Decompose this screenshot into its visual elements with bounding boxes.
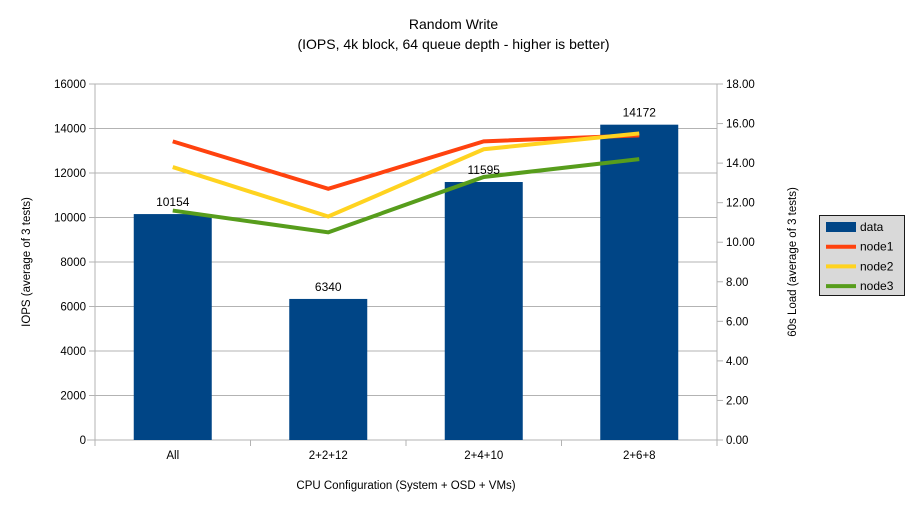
right-axis-title: 60s Load (average of 3 tests): [787, 187, 799, 337]
right-tick-label: 16.00: [726, 119, 755, 131]
chart-title: Random Write: [408, 16, 499, 32]
legend-label-node1: node1: [860, 240, 894, 254]
bar-value-label: 14172: [623, 106, 657, 120]
legend-label-data: data: [860, 220, 884, 234]
bar-data-2+4+10: [444, 182, 523, 441]
right-tick-label: 4.00: [726, 356, 748, 368]
legend-swatch-data: [826, 222, 856, 232]
left-tick-label: 16000: [54, 79, 86, 91]
legend-label-node3: node3: [860, 279, 894, 293]
left-tick-label: 8000: [60, 257, 86, 269]
line-node1: [172, 133, 640, 191]
bar-value-label: 6340: [315, 280, 342, 294]
bar-data-All: [133, 214, 212, 440]
left-tick-label: 2000: [60, 391, 86, 403]
category-label: 2+6+8: [623, 450, 656, 462]
legend-box: [819, 215, 905, 296]
left-tick-label: 6000: [60, 302, 86, 314]
left-axis-title: IOPS (average of 3 tests): [21, 197, 33, 327]
x-axis-ticks: All 2+2+12 2+4+10 2+6+8: [94, 440, 718, 462]
legend: data node1 node2 node3: [819, 215, 905, 296]
chart-subtitle: (IOPS, 4k block, 64 queue depth - higher…: [297, 36, 610, 52]
bar-value-label: 11595: [468, 163, 501, 177]
left-tick-label: 4000: [60, 346, 86, 358]
bar-value-label: 10154: [156, 195, 190, 209]
x-axis-title: CPU Configuration (System + OSD + VMs): [296, 480, 515, 492]
left-tick-label: 10000: [54, 213, 86, 225]
left-tick-label: 0: [80, 435, 86, 447]
data-labels: 10154 6340 11595 14172: [156, 106, 656, 294]
line-series: [172, 131, 640, 235]
bar-series: [133, 124, 679, 441]
line-node3: [172, 157, 640, 235]
right-axis-ticks: 0.00 2.00 4.00 6.00 8.00 10.00 12.00 14.00 16.00…: [717, 79, 755, 447]
left-tick-label: 12000: [54, 168, 86, 180]
bar-data-2+6+8: [600, 124, 679, 440]
legend-label-node2: node2: [860, 259, 894, 273]
right-tick-label: 2.00: [726, 395, 748, 407]
chart-title-block: Random Write (IOPS, 4k block, 64 queue d…: [0, 14, 907, 54]
right-tick-label: 18.00: [726, 79, 755, 91]
left-axis-ticks: 0 2000 4000 6000 8000 10000 12000 14000 16000: [54, 79, 95, 447]
right-tick-label: 14.00: [726, 158, 755, 170]
category-label: 2+2+12: [309, 450, 348, 462]
right-tick-label: 6.00: [726, 316, 748, 328]
category-label: 2+4+10: [464, 450, 503, 462]
bar-data-2+2+12: [289, 298, 368, 440]
line-node2: [172, 131, 640, 219]
right-tick-label: 12.00: [726, 198, 755, 210]
right-tick-label: 0.00: [726, 435, 748, 447]
right-tick-label: 8.00: [726, 277, 748, 289]
right-tick-label: 10.00: [726, 237, 755, 249]
category-label: All: [166, 450, 179, 462]
left-tick-label: 14000: [54, 124, 86, 136]
